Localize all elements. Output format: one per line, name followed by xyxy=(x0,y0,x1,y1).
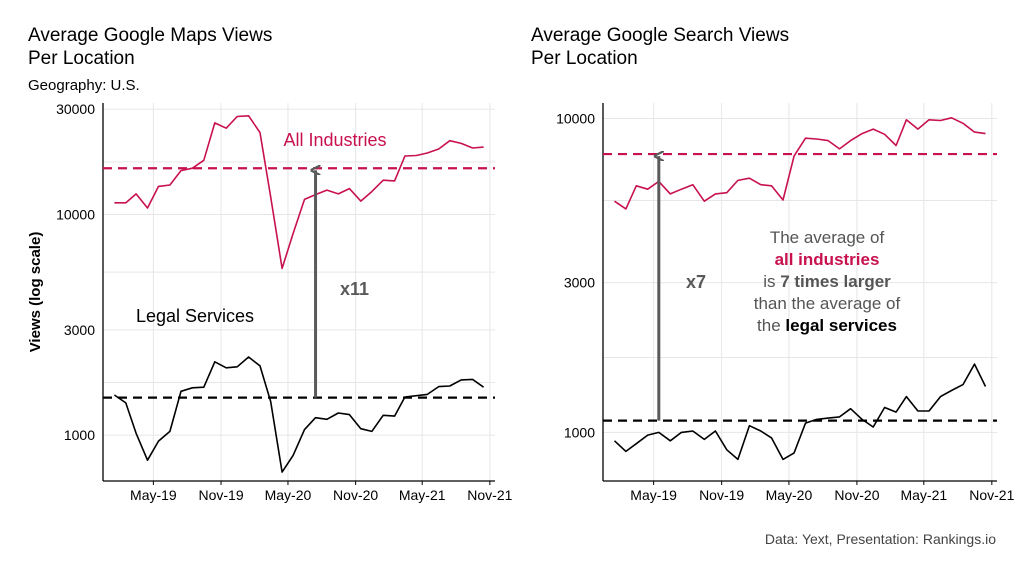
x-tick-label: Nov-20 xyxy=(333,487,378,503)
annotation-line-5b: legal services xyxy=(785,316,897,335)
annotation-line-2: all industries xyxy=(775,250,880,269)
x-tick-label: Nov-21 xyxy=(969,487,1014,503)
annotation-line-3a: is xyxy=(763,272,780,291)
chart-1-subtitle: Geography: U.S. xyxy=(28,77,140,94)
y-tick-label: 3000 xyxy=(564,275,595,291)
x-tick-label: May-20 xyxy=(766,487,813,503)
all-industries-series-line xyxy=(614,117,986,210)
x-tick-label: May-21 xyxy=(900,487,947,503)
annotation-line-5a: the xyxy=(757,316,785,335)
annotation-line-4: than the average of xyxy=(754,294,901,313)
ratio-label: x7 xyxy=(686,272,706,292)
maps-views-chart: 1000 3000 10000 30000 May-19 Nov-19 May-20 Nov-… xyxy=(27,101,513,503)
x-tick-label: Nov-21 xyxy=(467,487,512,503)
x-tick-label: Nov-19 xyxy=(198,487,243,503)
x-tick-label: May-20 xyxy=(265,487,312,503)
all-industries-series-line xyxy=(114,115,484,270)
legal-services-label: Legal Services xyxy=(136,306,254,326)
ratio-label: x11 xyxy=(340,279,369,299)
y-tick-label: 1000 xyxy=(564,424,595,440)
annotation-line-3: is 7 times larger xyxy=(763,272,891,291)
x-tick-label: Nov-20 xyxy=(834,487,879,503)
search-views-chart: 1000 3000 10000 May-19 Nov-19 May-20 Nov-20 May… xyxy=(556,103,1015,503)
all-industries-label: All Industries xyxy=(283,130,386,150)
legal-services-series-line xyxy=(113,356,485,473)
legal-services-series-line xyxy=(613,363,987,461)
y-tick-label: 10000 xyxy=(556,110,595,126)
chart-1-title: Average Google Maps Views Per Location xyxy=(28,25,273,69)
annotation-line-5: the legal services xyxy=(757,316,897,335)
data-source-caption: Data: Yext, Presentation: Rankings.io xyxy=(764,531,996,547)
y-tick-label: 30000 xyxy=(56,101,95,117)
x-tick-label: May-19 xyxy=(630,487,677,503)
y-tick-label: 10000 xyxy=(56,206,95,222)
x-tick-label: May-21 xyxy=(399,487,446,503)
y-tick-label: 1000 xyxy=(64,427,95,443)
x-tick-label: May-19 xyxy=(130,487,177,503)
y-tick-label: 3000 xyxy=(64,322,95,338)
y-axis-label: Views (log scale) xyxy=(27,232,44,353)
annotation-line-3b: 7 times larger xyxy=(780,272,891,291)
annotation-line-1: The average of xyxy=(770,228,885,247)
x-tick-label: Nov-19 xyxy=(699,487,744,503)
chart-2-title: Average Google Search Views Per Location xyxy=(531,25,790,69)
